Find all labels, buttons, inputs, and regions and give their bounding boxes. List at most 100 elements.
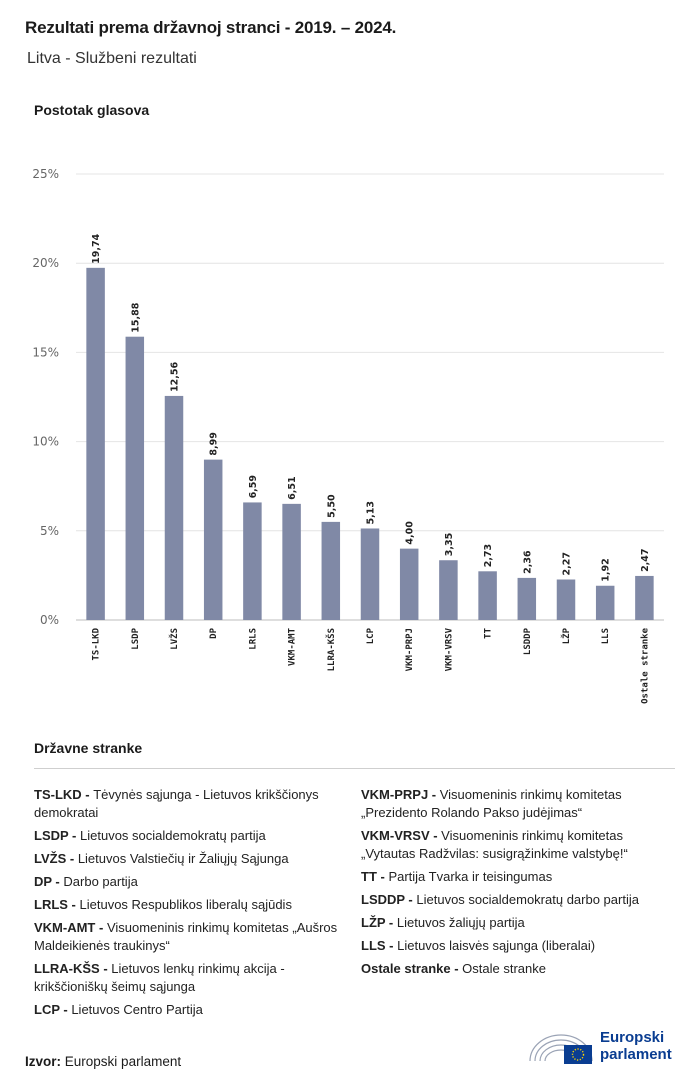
bar <box>86 267 105 620</box>
value-label: 2,47 <box>640 548 651 571</box>
bar <box>203 459 223 620</box>
legend-item: VKM-AMT - Visuomeninis rinkimų komitetas… <box>34 919 344 955</box>
source-label: Izvor: <box>25 1054 62 1069</box>
logo-line-2: parlament <box>600 1046 672 1063</box>
bar <box>478 571 497 620</box>
legend-party-name: Lietuvos žaliųjų partija <box>396 915 525 930</box>
value-label: 6,59 <box>248 475 259 498</box>
legend-column-right: VKM-PRPJ - Visuomeninis rinkimų komiteta… <box>361 786 675 983</box>
legend-party-name: Lietuvos Valstiečių ir Žaliųjų Sąjunga <box>77 851 289 866</box>
legend-item: VKM-PRPJ - Visuomeninis rinkimų komiteta… <box>361 786 675 822</box>
legend-item: LŽP - Lietuvos žaliųjų partija <box>361 914 675 932</box>
category-label: TT <box>484 627 494 638</box>
legend-party-name: Lietuvos Respublikos liberalų sąjūdis <box>79 897 292 912</box>
y-tick-label: 15% <box>32 345 59 359</box>
bar <box>360 528 380 620</box>
value-label: 2,27 <box>562 552 573 575</box>
value-label: 6,51 <box>287 476 298 499</box>
category-label: LLRA-KŠS <box>325 628 337 671</box>
value-labels: 19,74 15,88 12,56 8,99 6,59 6,51 5,50 5,13 4,00 3… <box>91 233 651 581</box>
parliament-hemicycle-icon <box>529 1034 593 1064</box>
category-label: DP <box>209 627 219 638</box>
category-label: VKM-PRPJ <box>405 628 415 671</box>
value-label: 1,92 <box>601 558 612 581</box>
y-tick-label: 10% <box>32 435 59 449</box>
category-label: LLS <box>601 628 611 644</box>
value-label: 5,50 <box>326 494 337 518</box>
source-note: Izvor: Europski parlament <box>25 1054 181 1069</box>
legend-party-name: Visuomeninis rinkimų komitetas „Preziden… <box>361 787 622 820</box>
bar <box>125 336 145 620</box>
bar <box>321 521 341 620</box>
legend-abbreviation: LSDP - <box>34 828 80 843</box>
logo-line-1: Europski <box>600 1029 665 1046</box>
legend-abbreviation: VKM-PRPJ - <box>361 787 440 802</box>
legend-item: LSDP - Lietuvos socialdemokratų partija <box>34 827 344 845</box>
legend-abbreviation: VKM-VRSV - <box>361 828 442 843</box>
category-label: VKM-VRSV <box>444 627 454 671</box>
bar <box>282 503 301 620</box>
chart-title: Rezultati prema državnoj stranci - 2019.… <box>25 18 397 37</box>
category-label: LSDDP <box>523 627 533 655</box>
value-label: 2,73 <box>483 544 494 567</box>
legend-party-name: Visuomeninis rinkimų komitetas „Aušros M… <box>34 920 338 953</box>
legend-abbreviation: LSDDP - <box>361 892 417 907</box>
legend-item: LRLS - Lietuvos Respublikos liberalų sąj… <box>34 896 344 914</box>
legend-item: LSDDP - Lietuvos socialdemokratų darbo p… <box>361 891 675 909</box>
y-axis-label: Postotak glasova <box>34 102 150 118</box>
bar <box>164 395 184 620</box>
value-label: 5,13 <box>366 501 377 524</box>
legend-item: LLRA-KŠS - Lietuvos lenkų rinkimų akcija… <box>34 960 344 996</box>
legend-abbreviation: LRLS - <box>34 897 80 912</box>
legend-item: DP - Darbo partija <box>34 873 344 891</box>
legend-abbreviation: LLRA-KŠS - <box>34 961 112 976</box>
category-labels: TS-LKD LSDP LVŽS DP LRLS VKM-AMT LLRA-KŠS LCP VK… <box>92 627 651 703</box>
value-label: 3,35 <box>444 533 455 556</box>
legend-item: LLS - Lietuvos laisvės sąjunga (liberala… <box>361 937 675 955</box>
value-label: 2,36 <box>522 550 533 574</box>
bar <box>399 548 419 620</box>
category-label: LCP <box>366 627 376 644</box>
category-label: LSDP <box>131 627 141 649</box>
legend-divider <box>34 768 675 769</box>
legend-abbreviation: LCP - <box>34 1002 72 1017</box>
legend-item: TS-LKD - Tėvynės sąjunga - Lietuvos krik… <box>34 786 344 822</box>
legend-party-name: Lietuvos laisvės sąjunga (liberalai) <box>397 938 596 953</box>
legend-title: Državne stranke <box>34 740 143 756</box>
legend-party-name: Lietuvos socialdemokratų partija <box>80 828 266 843</box>
legend-abbreviation: Ostale stranke - <box>361 961 463 976</box>
value-label: 19,74 <box>91 233 102 263</box>
legend-party-name: Tėvynės sąjunga - Lietuvos krikščionys d… <box>34 787 319 820</box>
legend-item: LVŽS - Lietuvos Valstiečių ir Žaliųjų Są… <box>34 850 344 868</box>
bar <box>517 577 537 620</box>
legend-abbreviation: TT - <box>361 869 389 884</box>
y-tick-label: 5% <box>40 524 59 538</box>
legend-party-name: Lietuvos Centro Partija <box>71 1002 203 1017</box>
legend-abbreviation: TS-LKD - <box>34 787 94 802</box>
legend-item: VKM-VRSV - Visuomeninis rinkimų komiteta… <box>361 827 675 863</box>
value-label: 12,56 <box>170 361 181 391</box>
category-label: LRLS <box>248 628 258 650</box>
y-tick-label: 0% <box>40 613 59 627</box>
legend-party-name: Ostale stranke <box>462 961 546 976</box>
bar <box>635 575 654 620</box>
bar-chart: 0% 5% 10% 15% 20% 25% 19,74 15,88 12,56 8,99 6,59… <box>32 167 664 704</box>
category-label: LVŽS <box>168 628 180 650</box>
category-label: VKM-AMT <box>288 627 298 666</box>
legend-column-left: TS-LKD - Tėvynės sąjunga - Lietuvos krik… <box>34 786 344 1024</box>
bar <box>595 585 615 620</box>
logo-text: Europski parlament <box>600 1029 672 1063</box>
legend-abbreviation: LLS - <box>361 938 398 953</box>
bar <box>439 560 458 620</box>
chart-subtitle: Litva - Službeni rezultati <box>27 50 197 67</box>
legend-abbreviation: VKM-AMT - <box>34 920 107 935</box>
bar <box>243 502 262 620</box>
y-tick-label: 25% <box>32 167 59 181</box>
category-label: TS-LKD <box>92 627 102 660</box>
european-parliament-logo: Europski parlament <box>528 1027 678 1071</box>
value-label: 4,00 <box>405 521 416 545</box>
legend-party-name: Lietuvos socialdemokratų darbo partija <box>416 892 639 907</box>
value-label: 8,99 <box>209 432 220 455</box>
bars <box>86 267 654 620</box>
legend-item: LCP - Lietuvos Centro Partija <box>34 1001 344 1019</box>
